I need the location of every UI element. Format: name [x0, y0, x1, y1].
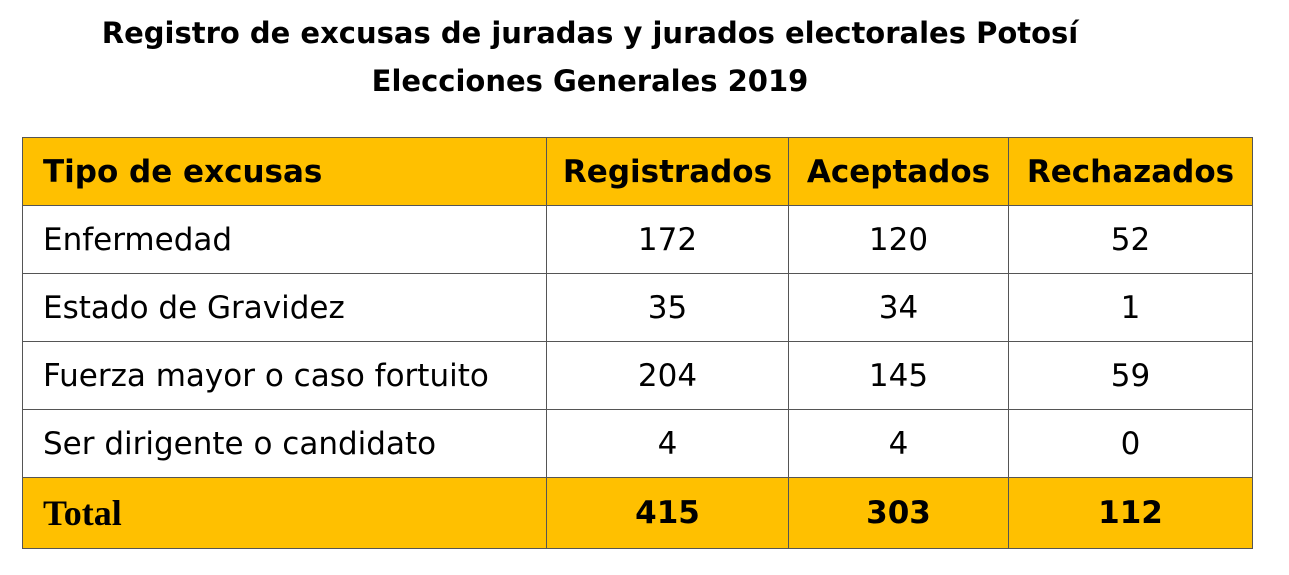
cell: 172	[546, 205, 789, 274]
cell: 0	[1008, 409, 1253, 478]
table-row: Estado de Gravidez 35 34 1	[22, 273, 1253, 342]
total-cell: 415	[546, 477, 789, 549]
excuses-table: Tipo de excusas Registrados Aceptados Re…	[22, 137, 1253, 549]
row-label: Ser dirigente o candidato	[22, 409, 547, 478]
cell: 145	[788, 341, 1009, 410]
row-label: Estado de Gravidez	[22, 273, 547, 342]
row-label: Enfermedad	[22, 205, 547, 274]
cell: 120	[788, 205, 1009, 274]
total-label: Total	[22, 477, 547, 549]
total-row: Total 415 303 112	[22, 477, 1253, 549]
header-cell: Tipo de excusas	[22, 137, 547, 206]
header-cell: Rechazados	[1008, 137, 1253, 206]
total-cell: 112	[1008, 477, 1253, 549]
title: Registro de excusas de juradas y jurados…	[101, 16, 1079, 50]
cell: 204	[546, 341, 789, 410]
header-cell: Aceptados	[788, 137, 1009, 206]
cell: 1	[1008, 273, 1253, 342]
header-cell: Registrados	[546, 137, 789, 206]
row-label: Fuerza mayor o caso fortuito	[22, 341, 547, 410]
cell: 59	[1008, 341, 1253, 410]
cell: 35	[546, 273, 789, 342]
cell: 4	[788, 409, 1009, 478]
total-cell: 303	[788, 477, 1009, 549]
cell: 34	[788, 273, 1009, 342]
table-body: Enfermedad 172 120 52 Estado de Gravidez 35 34…	[22, 205, 1253, 478]
table-row: Ser dirigente o candidato 4 4 0	[22, 409, 1253, 478]
subtitle: Elecciones Generales 2019	[371, 64, 809, 98]
cell: 4	[546, 409, 789, 478]
table-row: Fuerza mayor o caso fortuito 204 145 59	[22, 341, 1253, 410]
header-row: Tipo de excusas Registrados Aceptados Re…	[22, 137, 1253, 206]
table-row: Enfermedad 172 120 52	[22, 205, 1253, 274]
cell: 52	[1008, 205, 1253, 274]
